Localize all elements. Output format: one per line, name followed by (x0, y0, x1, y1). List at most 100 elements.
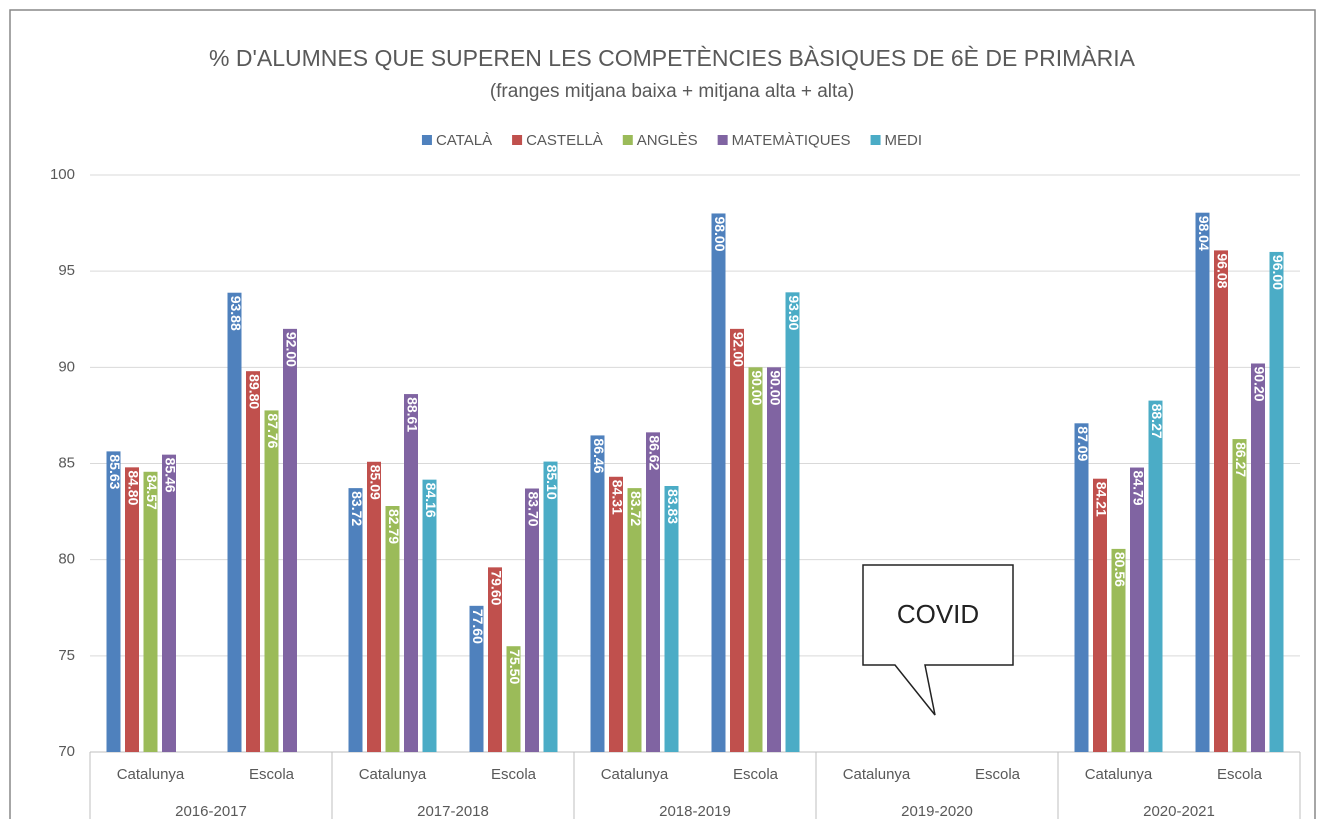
bar (422, 479, 437, 752)
value-label: 96.00 (1270, 255, 1286, 290)
bar (143, 471, 158, 752)
value-label: 86.27 (1233, 442, 1249, 477)
bar (385, 506, 400, 752)
value-label: 88.27 (1149, 404, 1165, 439)
bar (1093, 478, 1107, 752)
x-tick-label: Escola (733, 766, 779, 783)
bar (590, 435, 605, 752)
bar (1269, 251, 1284, 752)
bar (246, 371, 260, 752)
value-label: 92.00 (283, 332, 299, 367)
x-tick-label: Catalunya (1085, 766, 1153, 783)
value-label: 90.00 (749, 370, 765, 405)
value-label: 84.57 (144, 475, 160, 510)
bar (543, 461, 558, 752)
group-label: 2019-2020 (901, 803, 973, 819)
legend-swatch (512, 135, 523, 145)
legend-swatch (421, 135, 432, 145)
legend-swatch (717, 135, 728, 145)
y-tick-label: 75 (58, 647, 75, 664)
value-label: 87.09 (1075, 426, 1091, 461)
value-label: 83.83 (665, 489, 681, 524)
value-label: 80.56 (1112, 552, 1128, 587)
bar (664, 486, 679, 752)
chart-title: % D'ALUMNES QUE SUPEREN LES COMPETÈNCIES… (209, 45, 1136, 71)
bar (488, 567, 502, 752)
x-tick-label: Catalunya (359, 766, 427, 783)
value-label: 84.31 (609, 480, 625, 515)
bar (711, 213, 726, 752)
group-label: 2018-2019 (659, 803, 731, 819)
annotation-text: COVID (897, 599, 979, 629)
y-tick-label: 80 (58, 551, 75, 568)
y-tick-label: 100 (50, 166, 75, 183)
bar (1148, 400, 1163, 752)
value-label: 90.20 (1251, 366, 1267, 401)
bar (785, 292, 800, 752)
y-tick-label: 95 (58, 262, 75, 279)
bar (404, 394, 418, 752)
bar (1251, 363, 1265, 752)
x-tick-label: Catalunya (843, 766, 911, 783)
bar (227, 292, 242, 752)
bar (525, 488, 539, 752)
legend: CATALÀ CASTELLÀ ANGLÈS MATEMÀTIQUES MEDI (421, 132, 923, 149)
value-label: 98.00 (712, 216, 728, 251)
bar (506, 646, 521, 752)
x-tick-label: Escola (249, 766, 295, 783)
value-label: 88.61 (404, 397, 420, 432)
value-label: 85.10 (544, 465, 560, 500)
bar (106, 451, 121, 752)
value-label: 83.72 (628, 491, 644, 526)
legend-swatch (622, 135, 633, 145)
value-label: 93.90 (786, 295, 802, 330)
group-label: 2020-2021 (1143, 803, 1215, 819)
group-label: 2017-2018 (417, 803, 489, 819)
bar (1074, 423, 1089, 752)
bar (767, 367, 781, 752)
group-label: 2016-2017 (175, 803, 247, 819)
bar (646, 432, 660, 752)
x-tick-label: Catalunya (601, 766, 669, 783)
value-label: 84.80 (125, 470, 141, 505)
bar (627, 488, 642, 752)
legend-swatch (870, 135, 881, 145)
legend-label: MEDI (885, 132, 923, 149)
value-label: 79.60 (488, 570, 504, 605)
value-label: 87.76 (265, 413, 281, 448)
x-tick-label: Catalunya (117, 766, 185, 783)
y-tick-label: 70 (58, 743, 75, 760)
value-label: 93.88 (228, 296, 244, 331)
x-tick-label: Escola (1217, 766, 1263, 783)
value-label: 82.79 (386, 509, 402, 544)
value-label: 96.08 (1214, 253, 1230, 288)
value-label: 85.46 (162, 458, 178, 493)
value-label: 86.46 (591, 438, 607, 473)
legend-label: MATEMÀTIQUES (732, 132, 851, 149)
value-label: 83.72 (349, 491, 365, 526)
bar (1232, 439, 1247, 752)
value-label: 84.21 (1093, 482, 1109, 517)
value-label: 77.60 (470, 609, 486, 644)
bar (283, 328, 297, 752)
legend-label: CASTELLÀ (526, 132, 603, 149)
value-label: 84.79 (1130, 471, 1146, 506)
value-label: 89.80 (246, 374, 262, 409)
legend-label: CATALÀ (436, 132, 492, 149)
value-label: 84.16 (423, 483, 439, 518)
x-tick-label: Escola (975, 766, 1021, 783)
value-label: 86.62 (646, 435, 662, 470)
bar (1214, 250, 1228, 753)
y-tick-label: 85 (58, 454, 75, 471)
bar (1111, 548, 1126, 752)
bar (748, 367, 763, 752)
y-tick-label: 90 (58, 358, 75, 375)
legend-label: ANGLÈS (637, 132, 698, 149)
bar (367, 461, 381, 752)
annotation: COVID (862, 564, 1014, 716)
bar (1130, 467, 1144, 752)
value-label: 83.70 (525, 492, 541, 527)
speech-bubble (862, 564, 1014, 716)
